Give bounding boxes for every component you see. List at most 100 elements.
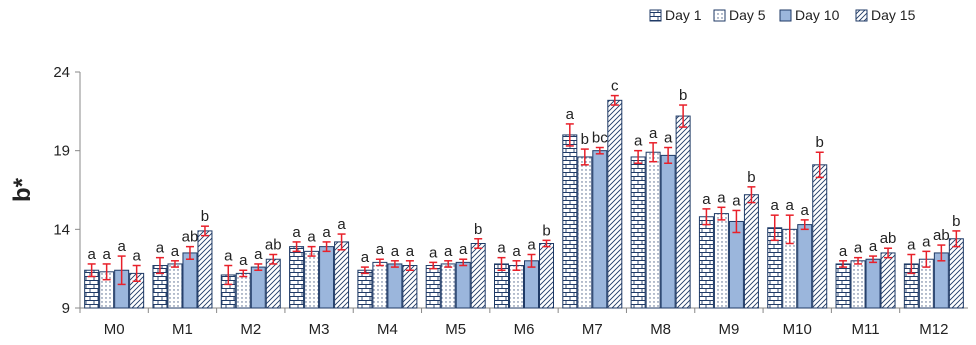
significance-label: a xyxy=(527,237,536,254)
bar xyxy=(509,265,524,309)
significance-label: a xyxy=(406,243,415,260)
significance-label: a xyxy=(854,240,863,257)
bar xyxy=(182,252,198,309)
x-tick-label: M7 xyxy=(582,321,603,338)
significance-label: ab xyxy=(182,229,199,246)
significance-label: a xyxy=(839,243,848,260)
bar xyxy=(812,164,828,309)
significance-label: a xyxy=(907,237,916,254)
bar xyxy=(948,238,964,309)
significance-label: a xyxy=(444,243,453,260)
bar xyxy=(850,260,866,309)
significance-label: a xyxy=(497,240,506,257)
significance-label: a xyxy=(322,224,331,241)
significance-label: a xyxy=(664,130,673,147)
legend-swatch xyxy=(649,9,662,22)
bar xyxy=(250,266,266,309)
bar xyxy=(607,99,623,309)
bar xyxy=(865,258,881,309)
significance-label: b xyxy=(474,221,482,238)
significance-label: b xyxy=(679,87,687,104)
significance-label: ab xyxy=(265,237,282,254)
bar xyxy=(524,260,539,309)
significance-label: a xyxy=(254,246,263,263)
x-axis: M0 M1 M2 M3 M4 M5 M6 M7 M8 M9 M10 M11 M12 xyxy=(79,307,968,338)
bar xyxy=(592,150,608,309)
y-tick-label: 9 xyxy=(62,300,70,317)
significance-label: a xyxy=(717,189,726,206)
y-tick-label: 19 xyxy=(53,143,70,160)
x-tick-label: M12 xyxy=(919,321,948,338)
x-tick-label: M0 xyxy=(104,321,125,338)
significance-label: a xyxy=(869,238,878,255)
bar xyxy=(645,151,661,309)
bar xyxy=(880,252,896,309)
bar xyxy=(835,263,851,309)
bar xyxy=(387,263,403,309)
bar xyxy=(372,261,388,309)
significance-label: a xyxy=(459,241,468,258)
y-axis: 9 14 19 24 xyxy=(53,64,81,317)
legend: Day 1 Day 5 Day 10 Day 15 xyxy=(649,7,916,23)
significance-label: a xyxy=(361,249,370,266)
significance-label: a xyxy=(786,197,795,214)
bar xyxy=(440,263,456,309)
bar xyxy=(289,246,305,309)
bar xyxy=(698,216,714,309)
significance-label: b xyxy=(952,213,960,230)
significance-label: a xyxy=(307,229,316,246)
bar xyxy=(660,154,676,309)
significance-label: bc xyxy=(592,130,608,147)
y-axis-label: b* xyxy=(9,177,36,202)
bar xyxy=(675,115,691,309)
significance-label: a xyxy=(512,243,521,260)
x-tick-label: M10 xyxy=(783,321,812,338)
bar xyxy=(455,261,471,309)
bar xyxy=(539,242,554,309)
x-tick-label: M2 xyxy=(240,321,261,338)
significance-label: a xyxy=(239,252,248,269)
bar xyxy=(319,246,335,309)
significance-label: a xyxy=(171,243,180,260)
significance-label: c xyxy=(611,78,619,95)
bar xyxy=(167,263,183,309)
significance-label: b xyxy=(581,131,589,148)
bar xyxy=(265,258,281,309)
bar xyxy=(357,269,373,309)
y-tick-label: 24 xyxy=(53,64,70,81)
significance-label: a xyxy=(87,246,96,263)
significance-label: a xyxy=(391,243,400,260)
significance-label: a xyxy=(801,202,810,219)
significance-label: a xyxy=(156,240,165,257)
y-tick-label: 14 xyxy=(53,221,70,238)
significance-label: a xyxy=(337,216,346,233)
legend-label: Day 15 xyxy=(871,7,916,23)
significance-label: a xyxy=(566,106,575,123)
significance-label: a xyxy=(429,244,438,261)
legend-swatch xyxy=(779,9,792,22)
significance-label: a xyxy=(771,197,780,214)
x-tick-label: M9 xyxy=(719,321,740,338)
bar xyxy=(197,230,213,309)
bar xyxy=(797,224,813,309)
legend-label: Day 1 xyxy=(665,7,702,23)
significance-label: a xyxy=(702,191,711,208)
bar xyxy=(630,156,646,309)
significance-label: b xyxy=(201,208,209,225)
bar xyxy=(402,265,418,309)
significance-label: a xyxy=(132,248,141,265)
significance-label: a xyxy=(102,246,111,263)
bar xyxy=(743,194,759,309)
bar xyxy=(425,265,441,309)
significance-label: a xyxy=(292,224,301,241)
significance-label: ab xyxy=(933,227,950,244)
bar xyxy=(235,272,251,309)
x-tick-label: M4 xyxy=(377,321,398,338)
legend-swatch xyxy=(855,9,868,22)
significance-label: a xyxy=(732,192,741,209)
significance-label: a xyxy=(224,248,233,265)
significance-label: b xyxy=(816,134,824,151)
x-tick-label: M3 xyxy=(309,321,330,338)
